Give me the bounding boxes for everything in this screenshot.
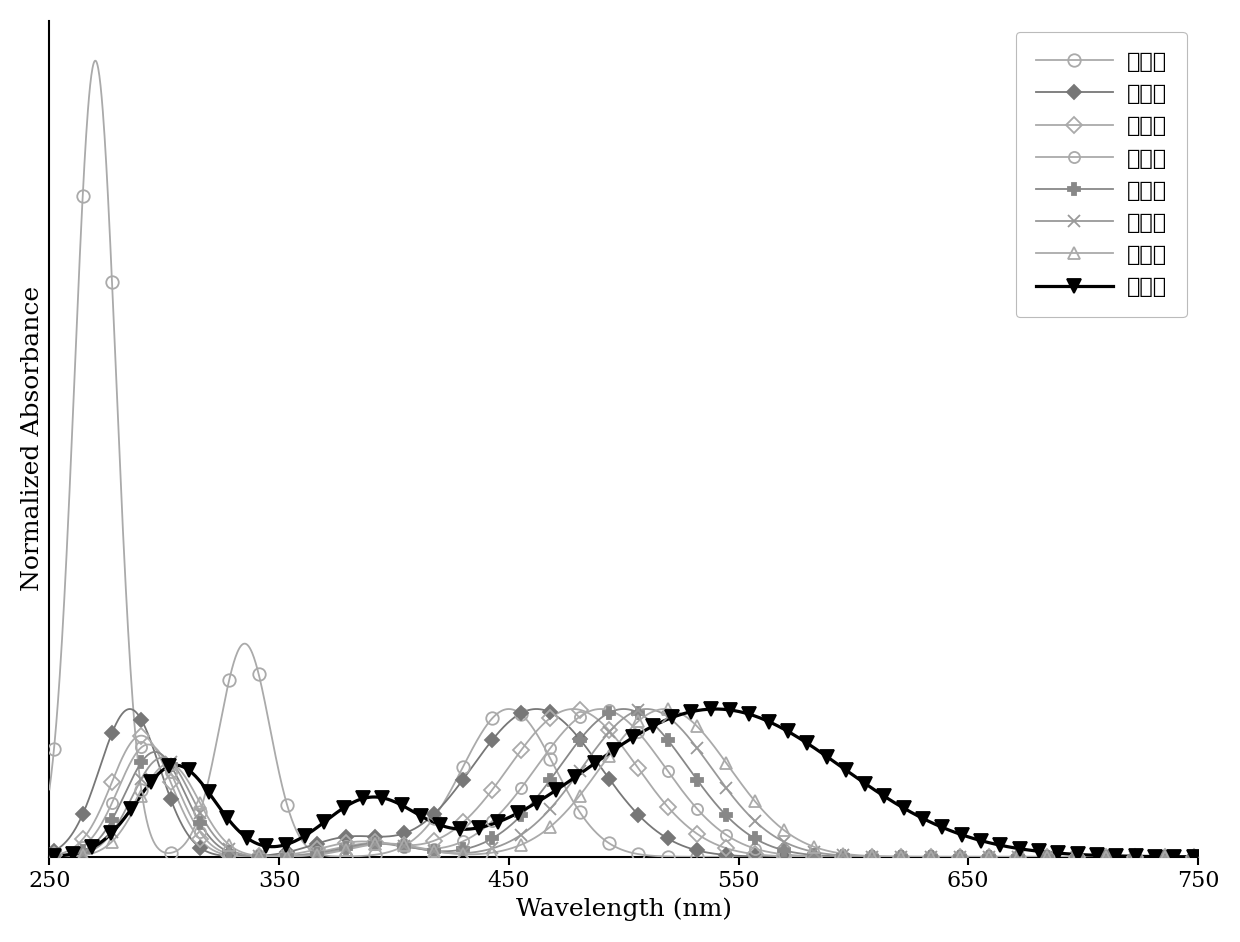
Legend: 一聚体, 二聚体, 三聚体, 四聚体, 五聚体, 六聚体, 七聚体, 聚合物: 一聚体, 二聚体, 三聚体, 四聚体, 五聚体, 六聚体, 七聚体, 聚合物 <box>1016 32 1187 317</box>
X-axis label: Wavelength (nm): Wavelength (nm) <box>516 898 732 921</box>
Y-axis label: Normalized Absorbance: Normalized Absorbance <box>21 286 43 592</box>
